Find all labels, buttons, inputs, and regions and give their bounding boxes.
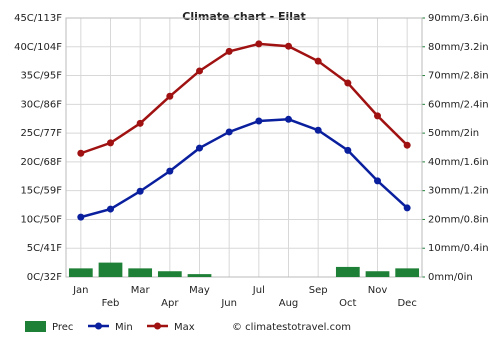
line <box>80 42 409 155</box>
x-tick-label: Apr <box>161 298 179 309</box>
x-tick-label: Aug <box>279 298 299 309</box>
marker <box>77 213 85 221</box>
marker <box>374 112 381 120</box>
marker <box>403 204 411 212</box>
legend-label: Prec <box>52 322 73 333</box>
marker <box>225 128 233 136</box>
y2-tick-label: 20mm/0.8in <box>428 214 489 225</box>
marker <box>285 115 292 123</box>
y2-tick-label: 0mm/0in <box>428 272 473 283</box>
x-tick-label: May <box>189 285 210 296</box>
y2-tick-label: 90mm/3.6in <box>428 13 489 24</box>
marker <box>314 57 322 65</box>
y-tick-label: 5C/41F <box>27 243 62 254</box>
bar <box>128 268 153 277</box>
legend-swatch <box>95 322 102 330</box>
marker <box>77 149 85 157</box>
legend-label: Max <box>174 322 195 333</box>
marker <box>196 67 203 75</box>
marker <box>136 119 144 127</box>
marker <box>374 177 381 185</box>
legend-label: Min <box>115 322 133 333</box>
x-tick-label: Dec <box>397 298 416 309</box>
bar <box>187 274 212 277</box>
x-tick-label: Feb <box>102 298 120 309</box>
bar <box>98 262 123 277</box>
bar <box>68 268 93 277</box>
x-tick-label: Nov <box>368 285 388 296</box>
chart-title: Climate chart - Eilat <box>182 10 305 23</box>
x-tick-label: Sep <box>309 285 328 296</box>
legend-swatch <box>25 321 46 332</box>
y-tick-label: 10C/50F <box>20 214 62 225</box>
plot-frame <box>65 17 423 278</box>
credit: © climatestotravel.com <box>232 322 351 333</box>
y2-tick-label: 30mm/1.2in <box>428 186 489 197</box>
marker <box>344 79 352 87</box>
x-tick-label: Mar <box>131 285 151 296</box>
y2-tick-label: 70mm/2.8in <box>428 71 489 82</box>
y2-tick-label: 10mm/0.4in <box>428 243 489 254</box>
marker <box>344 146 352 154</box>
marker <box>196 144 203 152</box>
y-tick-label: 20C/68F <box>20 157 62 168</box>
y2-tick-label: 60mm/2.4in <box>428 99 489 110</box>
marker <box>166 92 174 100</box>
bar <box>335 266 360 277</box>
marker <box>314 126 322 134</box>
marker <box>285 42 292 50</box>
marker <box>255 117 263 125</box>
bar <box>365 271 390 277</box>
y2-tick-label: 80mm/3.2in <box>428 42 489 53</box>
x-tick-label: Oct <box>339 298 356 309</box>
marker <box>255 40 263 48</box>
x-tick-label: Jun <box>220 298 237 309</box>
y2-tick-label: 50mm/2in <box>428 128 479 139</box>
marker <box>166 167 174 175</box>
y-tick-label: 35C/95F <box>20 71 62 82</box>
y2-tick-label: 40mm/1.6in <box>428 157 489 168</box>
y-tick-label: 15C/59F <box>20 186 62 197</box>
y-tick-label: 30C/86F <box>20 99 62 110</box>
bar <box>395 268 420 277</box>
marker <box>136 187 144 195</box>
x-tick-label: Jul <box>252 285 265 296</box>
marker <box>225 47 233 55</box>
bar <box>157 271 182 277</box>
x-tick-label: Jan <box>72 285 88 296</box>
y-tick-label: 40C/104F <box>14 42 62 53</box>
y-tick-label: 0C/32F <box>27 272 62 283</box>
y-tick-label: 45C/113F <box>14 13 62 24</box>
line <box>80 118 409 219</box>
marker <box>107 139 114 147</box>
marker <box>107 205 114 213</box>
y-tick-label: 25C/77F <box>20 128 62 139</box>
legend-swatch <box>154 322 161 330</box>
marker <box>403 141 411 149</box>
